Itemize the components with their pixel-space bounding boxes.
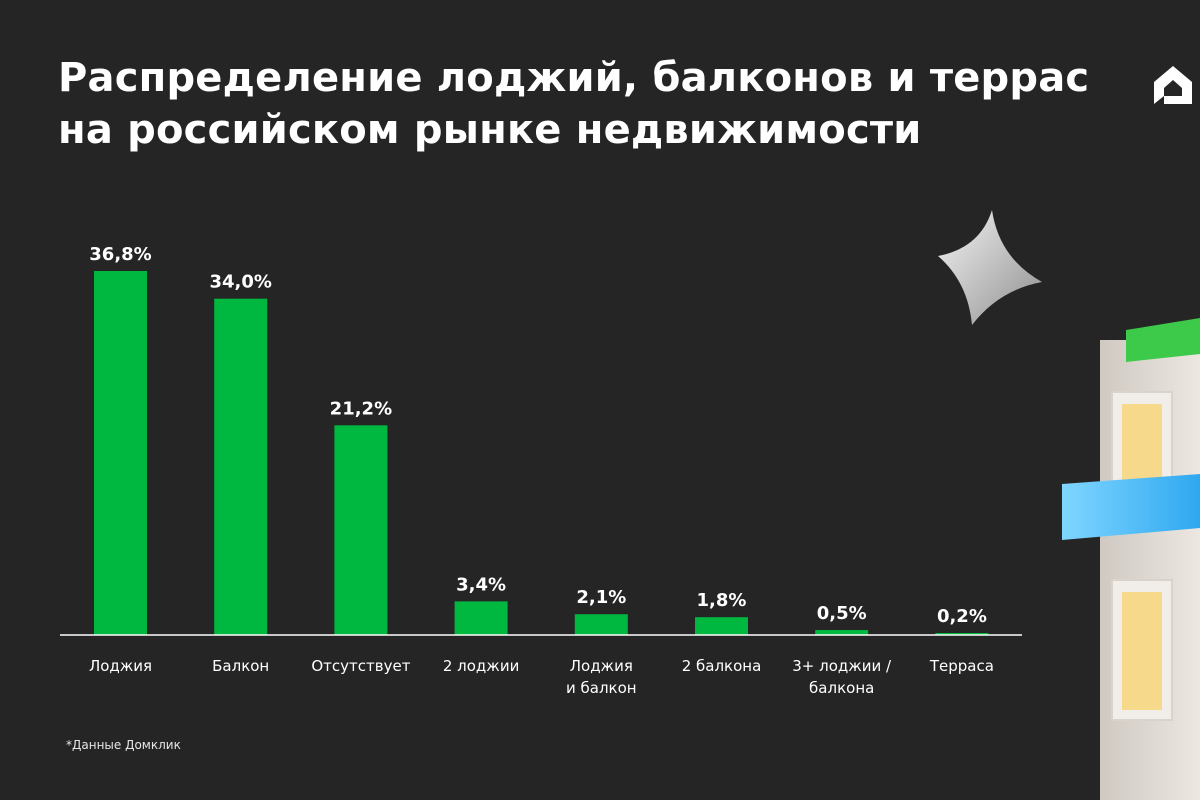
domclick-house-logo-icon <box>1154 66 1192 104</box>
bar-6 <box>695 617 748 635</box>
building-balcony-icon <box>1062 318 1200 800</box>
category-label-1: Лоджия <box>89 657 152 675</box>
category-label-3: Отсутствует <box>311 657 410 675</box>
category-label-8: Терраса <box>929 657 994 675</box>
bar-4 <box>454 601 508 635</box>
category-label-2: Балкон <box>212 657 269 675</box>
category-label-7: 3+ лоджии / балкона <box>792 657 892 697</box>
bar-5 <box>574 614 628 635</box>
value-label-6: 1,8% <box>697 590 747 611</box>
bar-7 <box>815 630 869 635</box>
source-footnote: *Данные Домклик <box>66 738 181 752</box>
bar-8 <box>935 633 989 635</box>
value-label-5: 2,1% <box>576 587 626 608</box>
title-line-1: Распределение лоджий, балконов и террас <box>58 55 1090 101</box>
chart-title: Распределение лоджий, балконов и террас … <box>58 52 1118 156</box>
bar-3 <box>334 425 388 635</box>
value-label-1: 36,8% <box>89 244 151 265</box>
bar-1 <box>94 271 147 635</box>
value-label-4: 3,4% <box>456 574 506 595</box>
bar-2 <box>214 298 268 635</box>
category-label-4: 2 лоджии <box>443 657 519 675</box>
sparkle-star-icon <box>938 210 1042 325</box>
value-label-3: 21,2% <box>330 398 392 419</box>
value-label-7: 0,5% <box>817 603 867 624</box>
value-label-2: 34,0% <box>209 272 271 293</box>
value-label-8: 0,2% <box>937 606 987 627</box>
category-label-5: Лоджия и балкон <box>566 657 637 697</box>
category-label-6: 2 балкона <box>682 657 762 675</box>
title-line-2: на российском рынке недвижимости <box>58 107 922 153</box>
